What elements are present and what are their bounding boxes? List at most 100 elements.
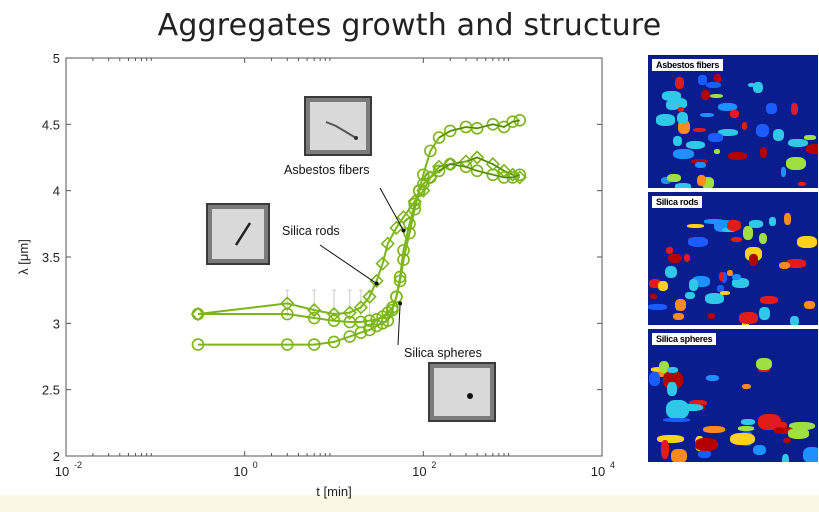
cluster-blob [769,217,776,226]
cluster-blob [708,313,715,319]
data-point [513,114,527,127]
cluster-blob [753,81,763,94]
data-point [443,157,457,171]
y-tick-label: 4 [53,184,60,199]
cluster-blob [803,135,816,140]
cluster-blob [696,174,706,187]
cluster-blob [648,279,662,288]
cluster-blob [731,273,742,281]
cluster-blob [780,167,787,177]
cluster-blob [663,418,690,423]
data-point [353,300,369,315]
cluster-blob [676,111,688,124]
data-point [408,197,421,211]
cluster-blob [753,444,767,456]
cluster-blob [674,77,684,90]
x-tick-label: 10 [591,464,605,479]
cluster-blob [695,437,719,451]
footer-strip [0,495,819,512]
cluster-blob [685,140,705,150]
cluster-blob [729,110,739,119]
cluster-blob [774,426,794,434]
data-point [280,296,295,311]
asbestos-fibers-panel: Asbestos fibers [648,55,818,188]
annotation-arrow [397,303,401,346]
data-point [393,270,407,284]
cluster-blob [692,127,706,133]
data-point [443,124,457,138]
cluster-blob [731,236,743,242]
x-tick-label: 10 [412,464,426,479]
cluster-blob [667,253,682,264]
data-point [370,319,383,333]
x-axis-label: t [min] [316,484,351,499]
cluster-blob [732,278,750,288]
cluster-blob [786,259,806,268]
data-point [307,311,321,325]
cluster-blob [702,177,715,188]
data-point [326,306,342,322]
cluster-blob [657,435,684,444]
annotation-arrow [319,244,377,284]
cluster-blob [787,428,809,439]
cluster-blob [677,404,704,411]
cluster-blob [804,301,815,309]
x-tick-exponent: 2 [431,460,436,470]
data-point [375,256,390,271]
data-point [342,305,357,320]
data-point [362,289,377,304]
cluster-blob [741,122,747,130]
data-point [327,314,341,327]
panel-label-rods: Silica rods [652,196,703,208]
cluster-blob [784,213,792,225]
cluster-blob [783,437,792,444]
cluster-blob [704,219,725,225]
x-tick-label: 10 [55,464,69,479]
data-point [381,314,395,327]
cluster-blob [778,421,788,429]
cluster-blob [758,232,768,245]
cluster-blob [666,246,674,255]
cluster-blob [648,372,660,386]
cluster-blob [705,81,721,89]
data-point [424,171,437,184]
cluster-blob [688,278,698,291]
data-point [327,335,341,349]
cluster-blob [698,75,707,85]
cluster-blob [673,135,683,147]
cluster-blob [675,183,691,188]
cluster-blob [739,312,758,324]
cluster-blob [760,295,778,305]
cluster-blob [718,102,737,112]
data-point [417,168,430,182]
series-centerline [438,163,520,178]
cluster-blob [718,271,725,281]
data-point [369,273,384,289]
y-tick-label: 4.5 [42,117,60,132]
cluster-blob [691,158,709,165]
cluster-blob [756,124,770,138]
cluster-blob [700,90,710,100]
cluster-blob [789,421,816,431]
cluster-blob [650,293,657,299]
data-point [307,302,322,318]
x-tick-exponent: -2 [74,460,82,470]
cluster-blob [796,235,818,248]
cluster-blob [687,223,704,228]
cluster-blob [740,418,755,425]
x-tick-exponent: 4 [610,460,615,470]
annotation-label: Silica rods [282,224,340,238]
panel-label-asbestos: Asbestos fibers [652,59,724,71]
cluster-blob [742,383,751,390]
cluster-blob [677,107,685,112]
annotation-arrowhead [374,281,379,286]
cluster-blob [748,220,764,228]
cluster-blob [785,156,807,170]
cluster-blob [717,285,724,293]
annotation-arrowhead [401,228,406,233]
x-tick-exponent: 0 [253,460,258,470]
silica-spheres-panel: Silica spheres [648,329,818,462]
cluster-blob [675,299,687,312]
data-point [513,168,527,182]
